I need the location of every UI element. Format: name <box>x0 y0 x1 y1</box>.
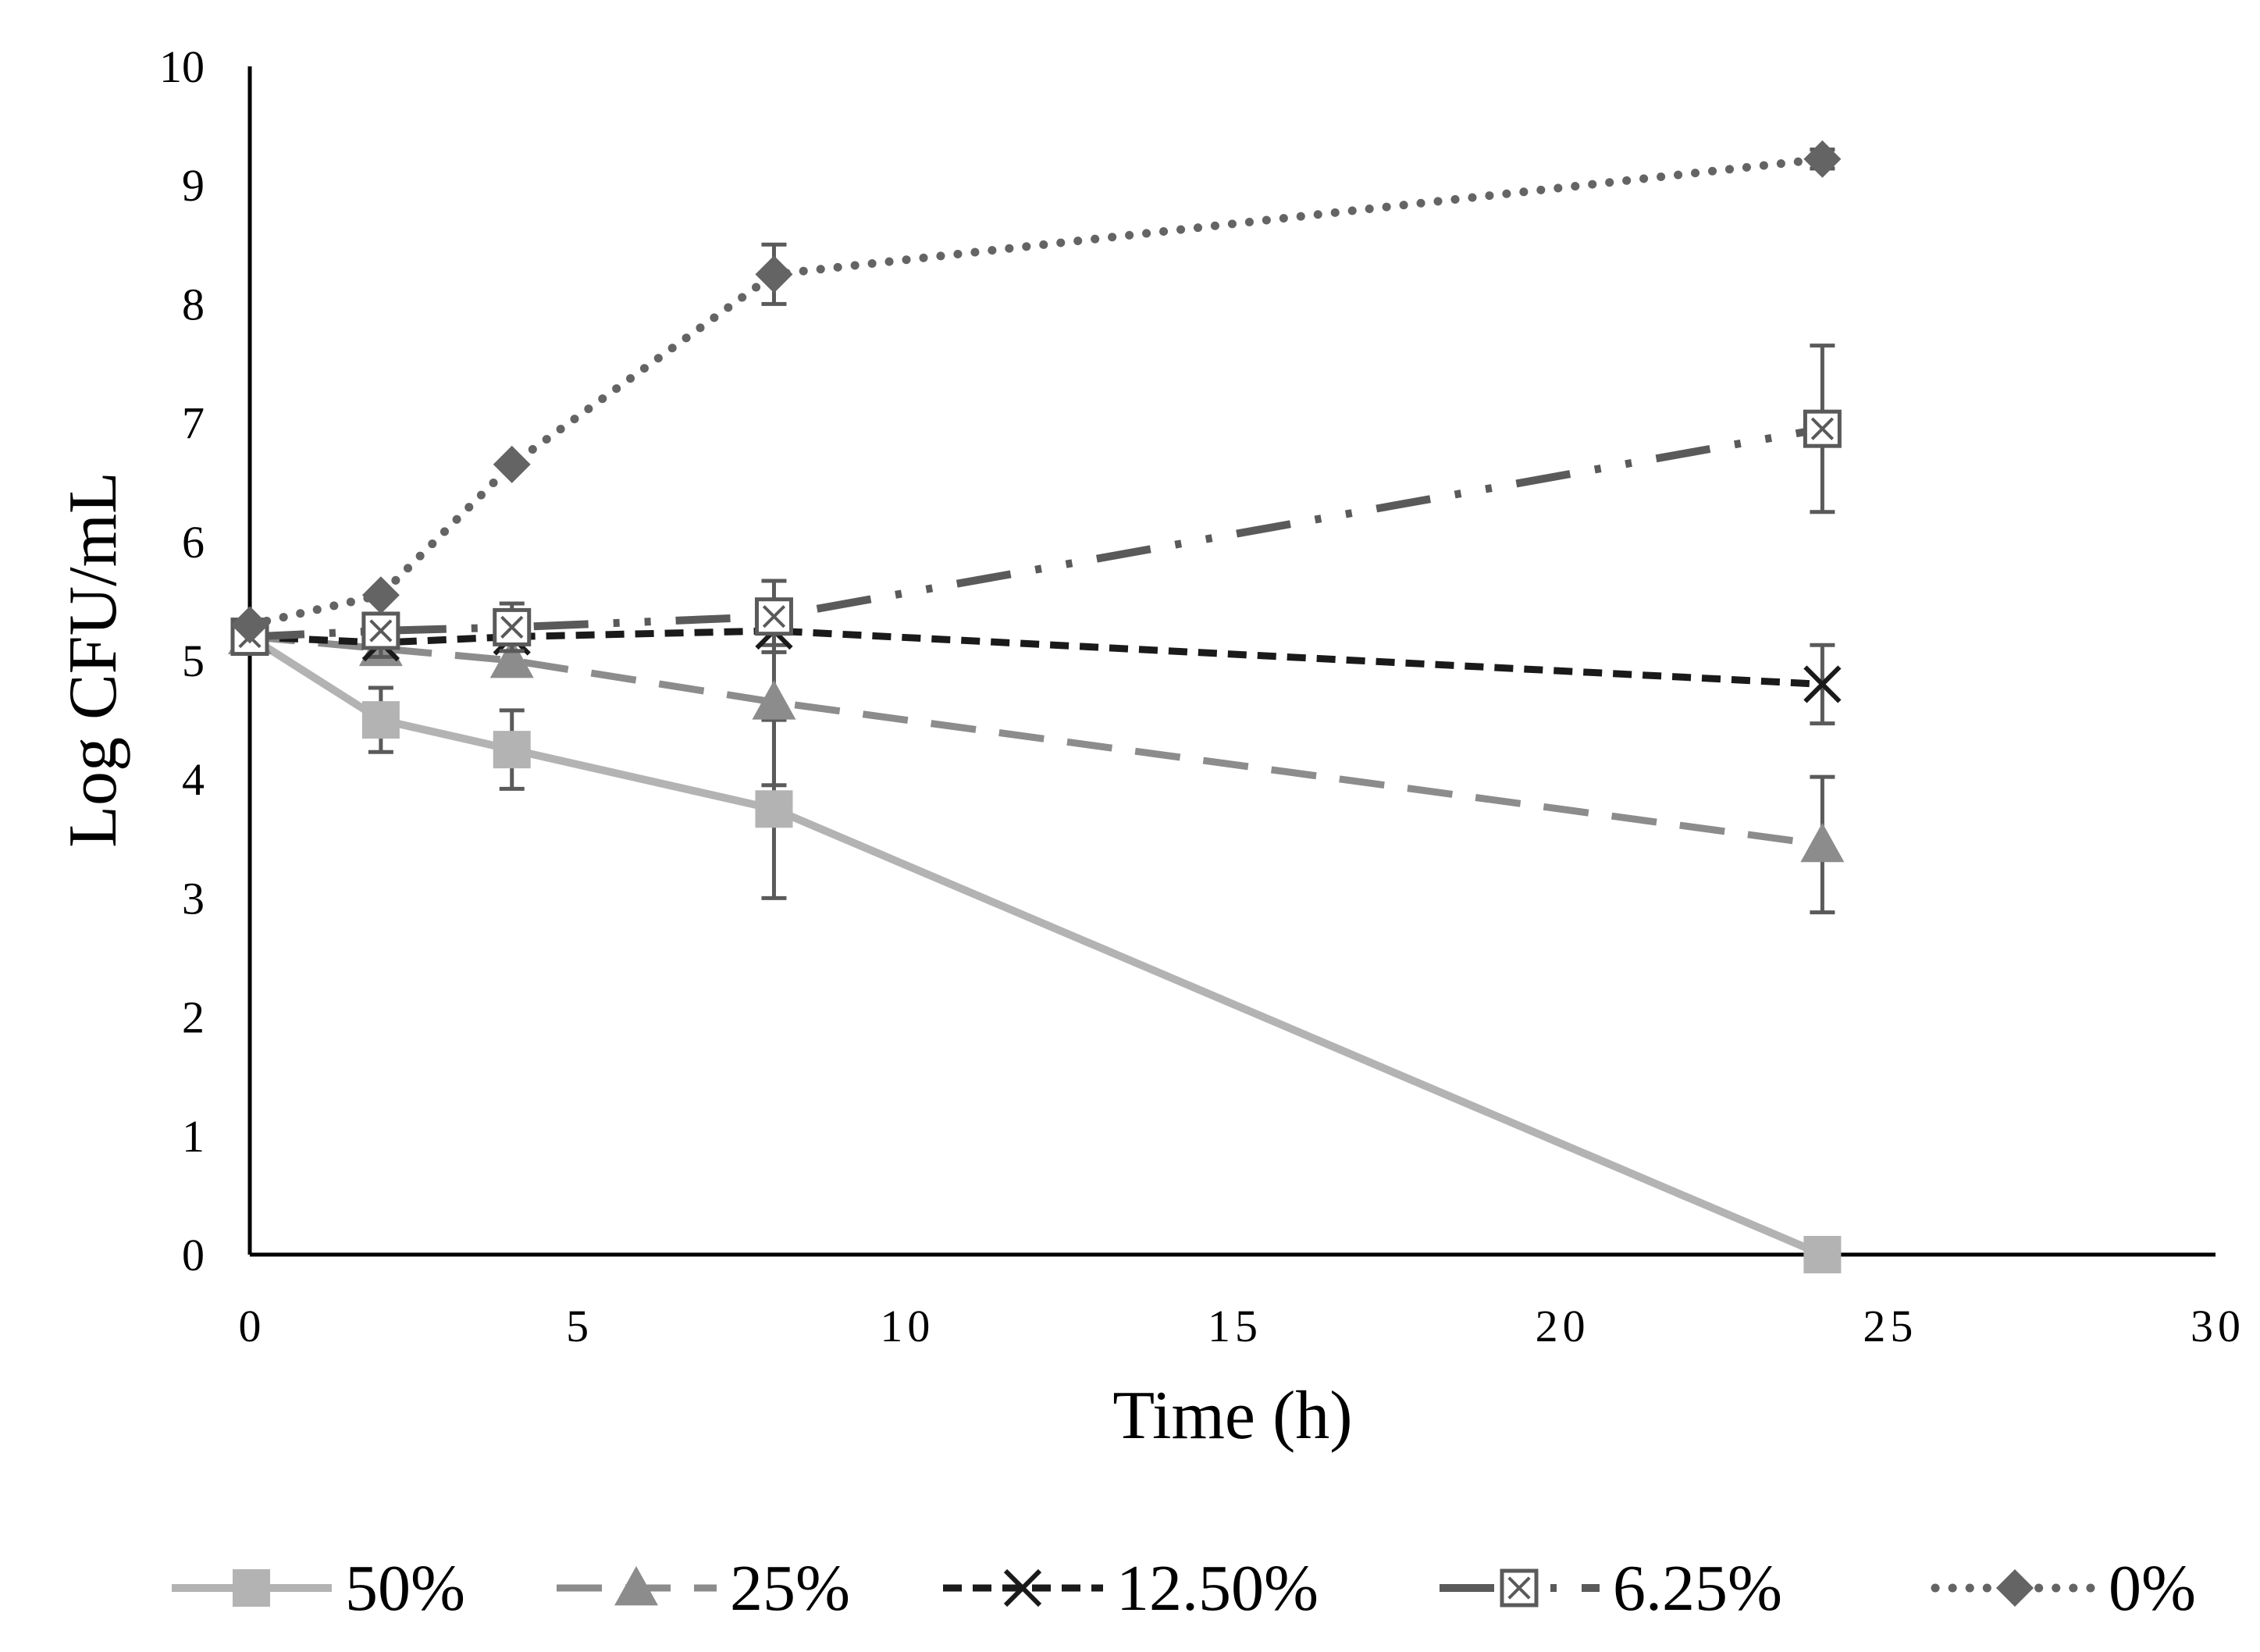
data-point <box>752 680 796 720</box>
boxed-x-marker-stroke <box>1507 1576 1531 1600</box>
axes <box>247 66 2216 1257</box>
legend-label: 50% <box>345 1552 465 1625</box>
data-point <box>493 607 532 646</box>
diamond-marker-shape <box>755 255 793 294</box>
y-tick-label: 9 <box>182 160 205 211</box>
marker-square <box>233 1569 270 1607</box>
x-axis-title: Time (h) <box>1112 1378 1352 1454</box>
marker-boxed-x <box>1500 1568 1539 1607</box>
series-line <box>249 425 1824 641</box>
x-tick-label: 0 <box>239 1301 266 1351</box>
legend-label: 25% <box>730 1552 850 1625</box>
data-point <box>493 445 531 483</box>
legend-item: 12.50% <box>943 1552 1319 1625</box>
square-marker-shape <box>1803 1236 1842 1273</box>
data-point <box>493 731 531 769</box>
data-point <box>489 639 534 678</box>
x-tick-label: 30 <box>2191 1301 2245 1351</box>
series-line <box>245 155 1827 629</box>
y-tick-label: 8 <box>182 279 205 329</box>
series-line <box>249 633 1824 849</box>
y-tick-label: 2 <box>182 992 205 1043</box>
x-tick-label: 5 <box>566 1301 593 1351</box>
square-marker-shape <box>755 790 793 828</box>
boxed-x-marker-stroke <box>369 619 393 643</box>
x-tick-label: 25 <box>1863 1301 1917 1351</box>
data-point <box>361 576 400 614</box>
data-point <box>361 611 400 650</box>
square-marker-shape <box>361 701 400 739</box>
boxed-x-marker-box <box>754 597 793 636</box>
y-tick-label: 7 <box>182 398 205 449</box>
x-tick-label: 15 <box>1208 1301 1262 1351</box>
boxed-x-marker-stroke <box>762 605 786 628</box>
y-axis-title: Log CFU/mL <box>55 472 131 848</box>
data-point <box>1803 665 1842 703</box>
series-4 <box>231 140 1842 644</box>
triangle-marker-shape <box>752 680 796 720</box>
diamond-marker-shape <box>1996 1569 2034 1607</box>
data-point <box>1803 1236 1842 1273</box>
data-point <box>1800 822 1845 863</box>
legend-label: 0% <box>2109 1552 2196 1625</box>
triangle-marker-shape <box>614 1566 658 1606</box>
data-point <box>1803 409 1842 448</box>
data-point <box>1803 140 1842 178</box>
y-tick-label: 5 <box>182 636 205 686</box>
data-point <box>755 255 793 294</box>
y-tick-label: 4 <box>182 754 205 805</box>
diamond-marker-shape <box>361 576 400 614</box>
x-marker-stroke <box>1803 665 1842 703</box>
series-line <box>247 633 1824 1259</box>
series-0 <box>231 618 1842 1273</box>
series-3 <box>230 344 1842 657</box>
legend-item: 25% <box>557 1552 850 1625</box>
legend-item: 6.25% <box>1440 1552 1782 1625</box>
series-1 <box>228 614 1845 915</box>
data-point <box>231 606 269 644</box>
diamond-marker-shape <box>493 445 531 483</box>
boxed-x-marker-stroke <box>500 615 524 639</box>
y-tick-label: 3 <box>182 873 205 924</box>
triangle-marker-shape <box>1800 822 1845 863</box>
legend: 50% 25% 12.50% 6.25% 0% <box>172 1552 2196 1625</box>
marker-diamond <box>1996 1569 2034 1607</box>
square-marker-shape <box>233 1569 270 1607</box>
series-line <box>249 627 1823 688</box>
marker-x <box>1003 1568 1042 1607</box>
x-tick-label: 20 <box>1536 1301 1590 1351</box>
diamond-marker-shape <box>231 606 269 644</box>
data-point <box>754 597 793 636</box>
tick-labels: 0 1 2 3 4 5 6 7 8 9 10 0 5 10 15 20 25 30 <box>159 41 2245 1351</box>
square-marker-shape <box>493 731 531 769</box>
series-layer <box>228 140 1845 1273</box>
y-tick-label: 1 <box>182 1111 205 1162</box>
x-marker-stroke <box>1003 1568 1042 1607</box>
marker-triangle <box>614 1566 658 1606</box>
y-tick-label: 10 <box>159 41 205 92</box>
y-tick-label: 0 <box>182 1230 205 1280</box>
legend-label: 12.50% <box>1116 1552 1319 1625</box>
y-tick-label: 6 <box>182 517 205 568</box>
data-point <box>755 790 793 828</box>
triangle-marker-shape <box>489 639 534 678</box>
x-tick-label: 10 <box>880 1301 934 1351</box>
legend-item: 0% <box>1931 1552 2196 1625</box>
diamond-marker-shape <box>1803 140 1842 178</box>
legend-label: 6.25% <box>1613 1552 1782 1625</box>
data-point <box>361 701 400 739</box>
boxed-x-marker-stroke <box>1810 417 1835 440</box>
legend-item: 50% <box>172 1552 465 1625</box>
